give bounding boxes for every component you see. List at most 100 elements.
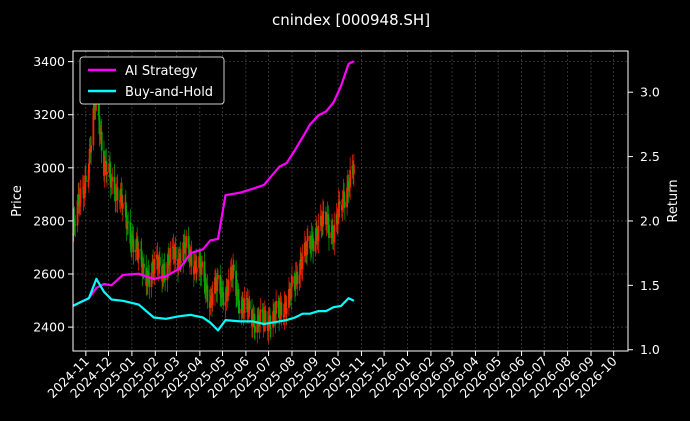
candle-body — [129, 221, 132, 244]
candle-body — [190, 251, 193, 267]
candle-body — [130, 235, 133, 247]
candle-body — [222, 291, 225, 306]
candle-body — [299, 259, 302, 275]
candle-body — [267, 320, 270, 331]
y-left-tick-label: 2400 — [33, 320, 65, 335]
candle-body — [221, 286, 224, 292]
candle-body — [309, 236, 312, 249]
candle-body — [116, 187, 119, 201]
candle-body — [217, 275, 219, 279]
chart-title: cnindex [000948.SH] — [272, 11, 430, 29]
candle-body — [120, 189, 123, 196]
candle-body — [240, 308, 243, 314]
candle-body — [76, 200, 79, 226]
candle-body — [262, 312, 265, 326]
candle-body — [147, 270, 150, 278]
candle-body — [294, 274, 297, 290]
candle-body — [251, 309, 253, 327]
candle-body — [131, 235, 134, 240]
candle-body — [177, 258, 180, 271]
candle-body — [337, 217, 339, 224]
candle-body — [331, 225, 334, 239]
candle-body — [216, 278, 219, 292]
y-left-tick-label: 2600 — [33, 267, 65, 282]
candle-body — [274, 313, 277, 322]
candle-body — [210, 295, 213, 297]
candle-body — [152, 261, 154, 271]
candle-body — [109, 163, 111, 174]
candle-body — [94, 98, 97, 111]
y-right-tick-label: 2.5 — [640, 149, 660, 164]
candle-body — [254, 325, 256, 333]
candle-body — [259, 309, 262, 325]
candle-body — [333, 224, 336, 243]
candle-body — [247, 311, 250, 313]
candle-body — [148, 277, 151, 288]
candle-body — [205, 283, 208, 286]
candle-body — [193, 261, 196, 275]
candle-body — [115, 189, 117, 202]
candle-body — [232, 264, 235, 271]
buy-and-hold-line — [72, 277, 355, 332]
y-left-tick-label: 2800 — [33, 213, 65, 228]
candle-body — [92, 107, 95, 146]
series-lines — [72, 60, 355, 332]
plot-frame — [72, 50, 629, 352]
candle-body — [185, 236, 188, 248]
candle-body — [174, 247, 177, 260]
candle-body — [269, 315, 271, 328]
candle-body — [98, 115, 101, 135]
candle-body — [136, 238, 139, 249]
candle-body — [320, 215, 323, 226]
y-left-tick-label: 3400 — [33, 54, 65, 69]
candle-body — [241, 299, 244, 311]
y-axis-right-label: Return — [666, 179, 681, 222]
candle-body — [272, 311, 275, 328]
candle-body — [198, 256, 201, 264]
legend-label-ai-strategy: AI Strategy — [125, 64, 198, 79]
candle-body — [243, 298, 246, 313]
candle-body — [314, 240, 317, 252]
candle-body — [257, 315, 260, 327]
candle-body — [84, 175, 86, 189]
candle-body — [106, 171, 108, 175]
candle-body — [325, 211, 327, 225]
candle-body — [290, 286, 293, 300]
candle-body — [235, 270, 238, 296]
candle-body — [238, 300, 241, 314]
candle-body — [156, 254, 159, 269]
candle-body — [277, 300, 280, 309]
candle-body — [158, 257, 161, 266]
candle-body — [179, 252, 182, 263]
candle-body — [300, 259, 302, 262]
candle-body — [121, 195, 123, 209]
candle-body — [87, 180, 90, 182]
candle-body — [153, 259, 156, 274]
candle-body — [328, 224, 330, 239]
candle-body — [285, 308, 288, 315]
candle-body — [296, 271, 299, 285]
candle-body — [304, 242, 307, 251]
candle-body — [111, 176, 114, 182]
candle-body — [168, 262, 171, 266]
candle-body — [280, 302, 283, 316]
candle-body — [352, 164, 355, 175]
candle-body — [288, 289, 291, 292]
candle-body — [150, 272, 153, 288]
candle-body — [306, 236, 309, 242]
candle-body — [306, 241, 308, 256]
candle-body — [167, 255, 170, 266]
candle-body — [343, 201, 346, 208]
candle-body — [258, 324, 261, 327]
candle-body — [220, 286, 223, 298]
y-right-tick-label: 1.5 — [640, 278, 660, 293]
legend-label-buy-and-hold: Buy-and-Hold — [125, 85, 213, 100]
candle-body — [195, 267, 198, 273]
candle-body — [142, 263, 145, 274]
candle-body — [195, 260, 197, 273]
candle-body — [172, 246, 175, 259]
candle-body — [200, 267, 203, 275]
candle-body — [121, 203, 124, 209]
candle-body — [204, 283, 207, 292]
candle-body — [288, 289, 290, 309]
